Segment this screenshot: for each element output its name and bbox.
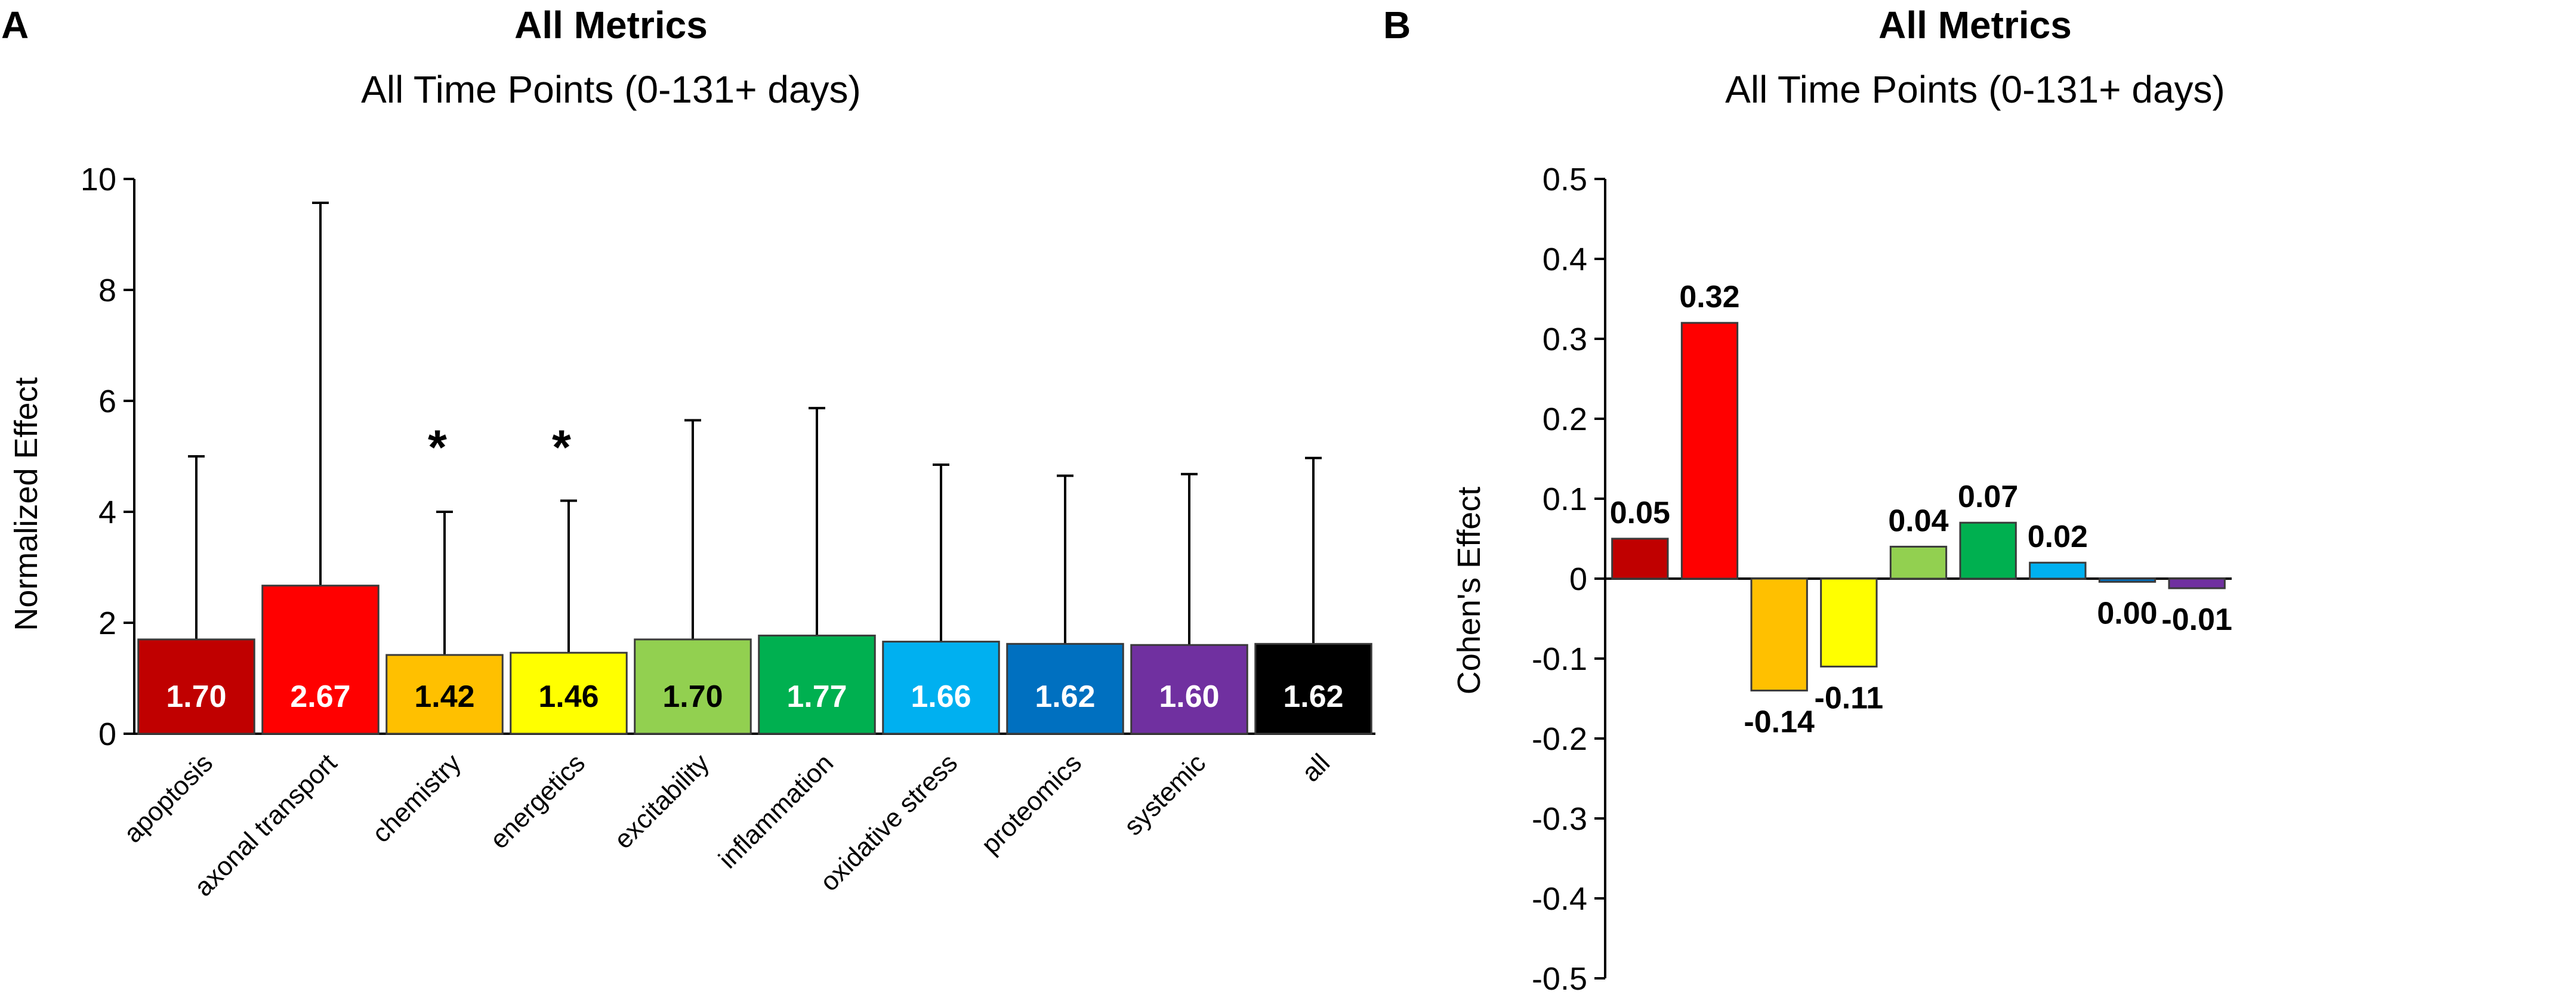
panel-b-y-tick-label: 0.4: [1542, 242, 1587, 277]
panel-a-y-tick-label: 6: [98, 384, 116, 419]
panel-b-y-tick-label: 0: [1569, 561, 1587, 597]
panel-b-y-tick-label: -0.4: [1532, 881, 1587, 917]
panel-a-bar-value-all: 1.62: [1283, 679, 1343, 714]
panel-b-bar-value-apoptosis: 0.05: [1610, 496, 1670, 530]
panel-a-category-label-systemic: systemic: [1118, 748, 1211, 841]
panel-b-y-tick-label: -0.3: [1532, 801, 1587, 837]
panel-a-bar-value-excitability: 1.70: [662, 679, 723, 714]
panel-b-bar-inflammation: [1959, 521, 2017, 580]
panel-a-y-tick-label: 4: [98, 495, 116, 530]
panel-b-bar-apoptosis: [1611, 537, 1669, 580]
panel-a-bar-value-axonal-transport: 2.67: [290, 679, 350, 714]
panel-a-category-label-chemistry: chemistry: [366, 748, 467, 848]
panel-a-bar-value-oxidative-stress: 1.66: [911, 679, 971, 714]
panel-a-bar-axonal-transport: [261, 585, 380, 735]
panel-a-bar-apoptosis: [137, 638, 255, 735]
panel-a-bar-all: [1254, 642, 1372, 735]
panel-b-letter: B: [1383, 4, 1411, 47]
panel-a-chart: All Metrics All Time Points (0-131+ days…: [8, 4, 1375, 902]
panel-a-title: All Metrics: [514, 4, 708, 47]
panel-a-bar-value-inflammation: 1.77: [786, 679, 847, 714]
panel-a-category-label-excitability: excitability: [609, 748, 715, 854]
panel-b-bar-value-axonal-transport: 0.32: [1679, 280, 1739, 314]
panel-a-y-tick-label: 2: [98, 605, 116, 641]
panel-b-bar-systemic: [2168, 577, 2226, 589]
panel-a-y-tick-label: 8: [98, 273, 116, 308]
panel-b-title: All Metrics: [1878, 4, 2072, 47]
panel-a-y-tick-label: 0: [98, 716, 116, 752]
panel-a-bar-inflammation: [758, 634, 876, 735]
panel-a-bar-value-systemic: 1.60: [1159, 679, 1219, 714]
panel-b-bar-value-excitability: 0.04: [1888, 503, 1948, 538]
panel-a-letter: A: [1, 4, 29, 47]
panel-b-bar-oxidative-stress: [2029, 561, 2087, 580]
panel-b-y-axis-label: Cohen's Effect: [1451, 487, 1487, 695]
panel-a-category-label-inflammation: inflammation: [713, 748, 839, 874]
panel-b-subtitle: All Time Points (0-131+ days): [1725, 68, 2225, 111]
panel-b-bar-value-proteomics: 0.00: [2097, 596, 2157, 631]
panel-a-category-label-energetics: energetics: [485, 748, 591, 854]
panel-a-significance-energetics: *: [552, 421, 571, 475]
panel-b-y-tick-label: 0.1: [1542, 481, 1587, 517]
panel-a-bar-value-apoptosis: 1.70: [166, 679, 226, 714]
panel-b-bar-excitability: [1889, 545, 1948, 580]
panel-a-bar-systemic: [1130, 644, 1248, 735]
panel-b-bar-proteomics: [2098, 577, 2157, 583]
panel-a-bar-value-chemistry: 1.42: [414, 679, 474, 714]
panel-b-bar-value-inflammation: 0.07: [1958, 480, 2018, 514]
panel-b-y-tick-label: 0.3: [1542, 322, 1587, 357]
panel-a-y-tick-label: 10: [81, 162, 116, 197]
panel-a-bar-energetics: [510, 651, 628, 735]
panel-a-bar-excitability: [634, 638, 752, 735]
panel-b-bar-axonal-transport: [1680, 322, 1739, 580]
panel-a-y-axis-label: Normalized Effect: [8, 377, 44, 631]
panel-a-subtitle: All Time Points (0-131+ days): [361, 68, 861, 111]
panel-b-y-tick-label: -0.2: [1532, 721, 1587, 757]
panel-b-bar-energetics: [1820, 577, 1878, 668]
panel-a-bar-oxidative-stress: [882, 641, 1000, 735]
panel-b-y-tick-label: -0.5: [1532, 961, 1587, 997]
panel-b-bar-value-energetics: -0.11: [1815, 681, 1884, 715]
panel-b-bar-chemistry: [1750, 577, 1808, 692]
panel-b-y-tick-label: 0.5: [1542, 162, 1587, 197]
panel-b-chart: All Metrics All Time Points (0-131+ days…: [1451, 4, 2232, 997]
panel-b-bar-value-oxidative-stress: 0.02: [2028, 520, 2088, 554]
panel-b-bar-value-systemic: -0.01: [2161, 602, 2232, 637]
panel-a-bar-value-proteomics: 1.62: [1035, 679, 1095, 714]
panel-a-bar-chemistry: [385, 654, 504, 735]
panel-b-y-tick-label: -0.1: [1532, 641, 1587, 677]
panel-b-y-tick-label: 0.2: [1542, 401, 1587, 437]
panel-a-category-label-proteomics: proteomics: [976, 748, 1087, 860]
panel-a-bar-proteomics: [1006, 642, 1124, 735]
panel-a-significance-chemistry: *: [428, 421, 447, 475]
panel-a-category-label-apoptosis: apoptosis: [118, 748, 218, 848]
panel-b-bar-value-chemistry: -0.14: [1744, 705, 1815, 740]
panel-a-bar-value-energetics: 1.46: [538, 679, 599, 714]
panel-a-category-label-all: all: [1296, 748, 1335, 787]
